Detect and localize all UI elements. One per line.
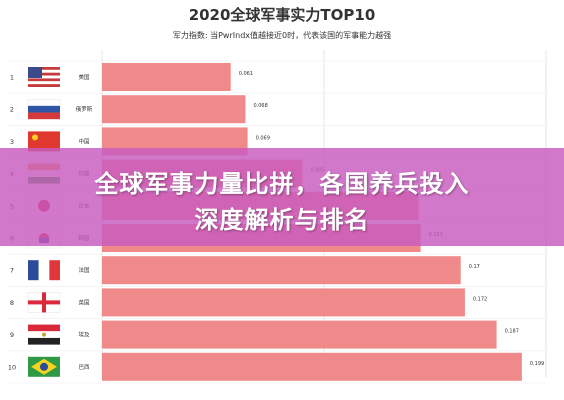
- rank-label: 9: [10, 331, 14, 339]
- rank-label: 7: [10, 267, 14, 275]
- russia-flag: [27, 98, 61, 120]
- brazil-flag: [28, 356, 60, 377]
- value-label: 0.069: [256, 135, 270, 141]
- country-label: 法国: [78, 266, 90, 274]
- china-flag: [28, 131, 60, 152]
- bar: [102, 320, 497, 349]
- value-label: 0.199: [530, 361, 544, 367]
- bar: [102, 63, 231, 91]
- value-label: 0.17: [469, 264, 480, 270]
- value-label: 0.061: [239, 71, 253, 77]
- value-label: 0.187: [505, 329, 519, 335]
- bar: [102, 352, 522, 381]
- country-label: 中国: [78, 137, 90, 145]
- rank-label: 8: [10, 299, 14, 307]
- value-label: 0.068: [253, 103, 267, 109]
- bar: [102, 256, 461, 285]
- france-flag: [28, 260, 60, 281]
- country-label: 巴西: [78, 364, 90, 371]
- bar: [102, 288, 465, 317]
- us-flag: [28, 67, 60, 87]
- headline-line-2: 深度解析与排名: [194, 206, 370, 234]
- rank-label: 2: [10, 106, 14, 114]
- rank-label: 10: [8, 363, 16, 371]
- rank-label: 1: [10, 74, 14, 82]
- headline-line-1: 全球军事力量比拼，各国养兵投入: [94, 170, 470, 198]
- egypt-flag: [28, 324, 60, 345]
- uk-flag: [27, 292, 61, 313]
- country-label: 埃及: [78, 331, 90, 339]
- country-label: 英国: [78, 298, 90, 306]
- chart-subtitle: 军力指数: 当PwrIndx值越接近0时，代表该国的军事能力越强: [172, 31, 392, 40]
- rank-label: 3: [10, 138, 14, 146]
- bar: [102, 95, 246, 124]
- chart-title: 2020全球军事实力TOP10: [188, 6, 376, 24]
- value-label: 0.172: [473, 296, 487, 302]
- headline-banner: 全球军事力量比拼，各国养兵投入 深度解析与排名: [0, 148, 564, 246]
- country-label: 俄罗斯: [76, 105, 93, 113]
- country-label: 美国: [78, 73, 90, 81]
